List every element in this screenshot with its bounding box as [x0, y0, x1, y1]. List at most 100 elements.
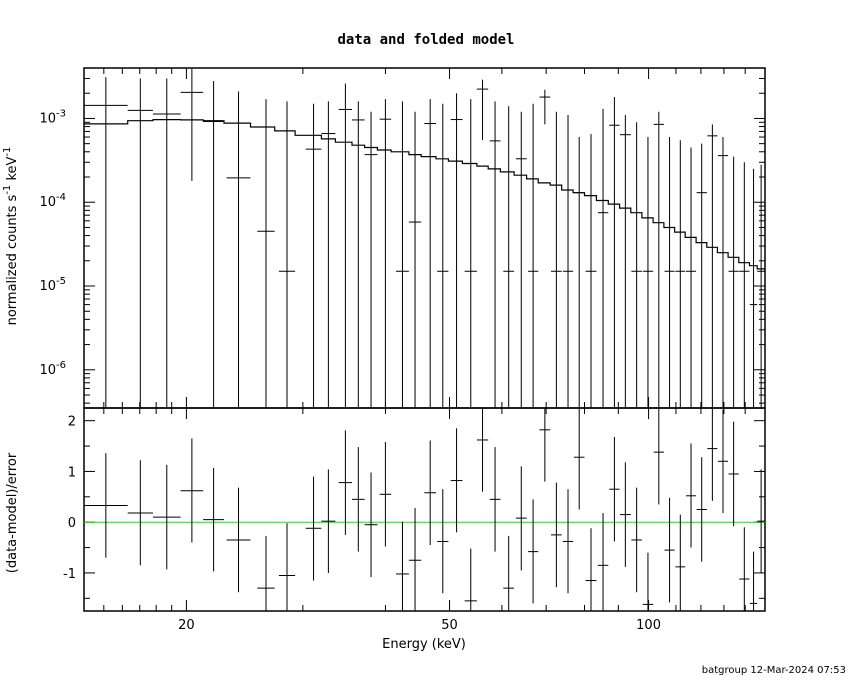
data-point-top [450, 93, 463, 408]
data-point-top [551, 111, 562, 408]
y-tick-label-bottom: 2 [68, 415, 76, 430]
residuals-panel: 20 50 100 2 1 0 -1 [63, 407, 766, 633]
data-point-top [685, 147, 697, 408]
y-tick-label-top: 10-4 [39, 192, 66, 210]
x-tick-label: 20 [178, 618, 195, 633]
data-point-top [707, 124, 718, 408]
residual-point [562, 489, 574, 594]
spectrum-panel: 10-3 10-4 10-5 10-6 [39, 67, 766, 409]
data-point-top [476, 79, 489, 141]
residual-point [257, 535, 275, 611]
residual-point [84, 453, 128, 558]
x-tick-label: 100 [636, 618, 661, 633]
data-point-top [664, 137, 675, 408]
x-axis-label: Energy (keV) [382, 637, 466, 652]
data-point-top [631, 122, 642, 408]
data-point-top [653, 111, 664, 408]
data-point-top [717, 137, 729, 408]
residual-point [707, 408, 718, 501]
data-point-top [424, 99, 437, 408]
data-point-top [515, 111, 527, 408]
residual-point [527, 499, 539, 604]
model-step-line [84, 119, 765, 270]
residual-point [539, 408, 551, 482]
data-point-top [257, 99, 275, 408]
chart-title: data and folded model [337, 32, 514, 48]
data-point-top [203, 80, 225, 408]
data-point-top [338, 83, 352, 408]
residual-point [351, 447, 365, 552]
data-point-top [226, 91, 251, 408]
residual-point [631, 487, 642, 593]
residual-point [728, 421, 739, 527]
data-point-top [351, 101, 365, 408]
data-point-top [364, 111, 378, 408]
residual-point [152, 464, 181, 570]
bottom-panel-frame [83, 407, 766, 612]
residual-point [464, 548, 477, 611]
top-panel-frame [83, 67, 766, 409]
residual-point [597, 513, 609, 611]
data-point-top [152, 78, 181, 408]
residual-point [305, 476, 322, 581]
residual-point [717, 409, 729, 514]
data-point-top [696, 143, 707, 408]
y-tick-label-bottom: 1 [68, 465, 76, 480]
residual-point [450, 428, 463, 533]
data-point-top [127, 78, 153, 408]
data-point-top [489, 101, 501, 408]
data-point-top [278, 101, 296, 408]
residual-point [396, 521, 409, 611]
data-point-top [675, 140, 686, 408]
residual-point [664, 497, 675, 603]
residual-point [489, 447, 501, 552]
data-point-top [84, 77, 128, 408]
residual-point [653, 408, 664, 505]
residual-point [515, 466, 527, 571]
data-point-top [739, 162, 750, 408]
footer-stamp: batgroup 12-Mar-2024 07:53 [702, 665, 846, 676]
residual-point [203, 467, 225, 572]
residual-point [338, 430, 352, 535]
data-point-top [180, 68, 204, 181]
residual-point [551, 482, 562, 588]
data-point-top [379, 99, 392, 408]
data-point-top [597, 108, 609, 408]
residual-point [321, 469, 336, 573]
y-tick-label-top: 10-3 [39, 108, 66, 126]
residual-point [642, 552, 654, 611]
y-tick-label-bottom: 0 [68, 516, 76, 531]
data-point-top [749, 168, 758, 408]
y-axis-label-top: normalized counts s-1 keV-1 [2, 147, 20, 326]
residual-point [476, 408, 489, 492]
data-point-top [503, 106, 515, 408]
residual-point [696, 457, 707, 562]
residual-point [675, 514, 686, 611]
residual-point [408, 507, 422, 611]
data-point-top [464, 99, 477, 408]
data-point-top [585, 134, 597, 408]
residual-point [757, 469, 765, 573]
residual-point [424, 440, 437, 546]
residual-point [379, 442, 392, 547]
data-point-top [609, 97, 620, 408]
data-point-top [573, 137, 585, 408]
data-point-top [305, 103, 322, 408]
residual-point [573, 408, 585, 510]
data-point-top [728, 156, 739, 408]
data-point-top [539, 89, 551, 125]
residual-point [437, 489, 449, 594]
data-point-top [408, 111, 422, 408]
residual-point [127, 460, 153, 566]
residual-point [503, 535, 515, 611]
residual-point [685, 443, 697, 548]
residual-point [619, 462, 631, 567]
data-point-top [527, 103, 539, 408]
y-tick-label-top: 10-6 [39, 360, 66, 378]
data-point-top [619, 114, 631, 408]
y-tick-label-top: 10-5 [39, 276, 66, 294]
residual-point [226, 487, 251, 593]
data-point-top [757, 164, 765, 408]
data-point-top [562, 114, 574, 408]
